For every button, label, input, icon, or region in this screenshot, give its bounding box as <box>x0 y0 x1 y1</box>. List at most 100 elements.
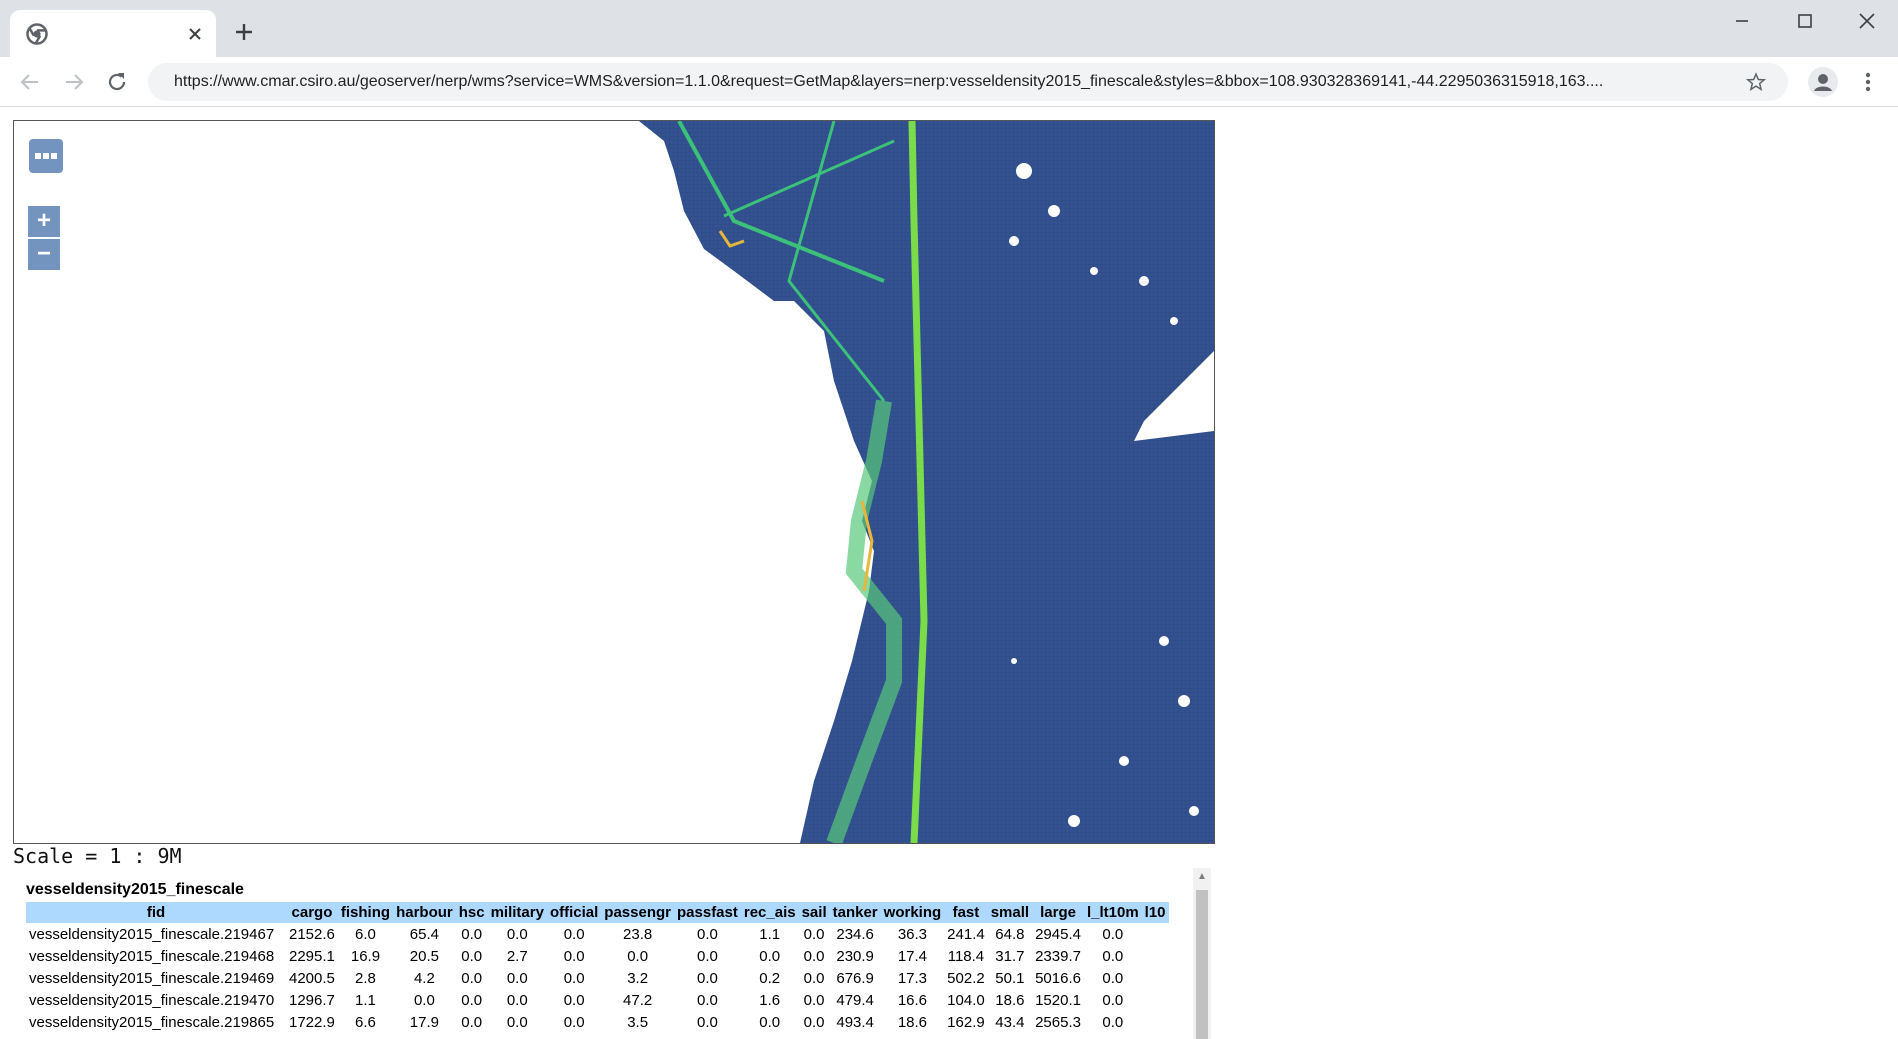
table-cell-l10 <box>1142 923 1169 945</box>
zoom-in-button[interactable]: + <box>28 206 60 237</box>
more-vertical-icon <box>1865 72 1871 92</box>
map-viewport[interactable]: + − <box>13 120 1215 844</box>
minimize-button[interactable] <box>1722 8 1762 34</box>
column-header-l10: l10 <box>1141 902 1169 923</box>
arrow-left-icon <box>20 74 38 90</box>
feature-table: fid cargo fishing harbour hsc military officia… <box>26 902 1169 1033</box>
table-cell-l-lt10m: 0.0 <box>1102 991 1124 1009</box>
table-cell-l10 <box>1142 1011 1169 1033</box>
table-cell-passengr: 47.2 <box>623 991 653 1009</box>
browser-menu-button[interactable] <box>1856 67 1880 97</box>
table-cell-rec-ais: 0.0 <box>759 947 781 965</box>
table-row: vesseldensity2015_finescale.219467 2152.6… <box>26 923 1169 945</box>
table-cell-working: 36.3 <box>897 925 928 943</box>
land-speckles <box>1009 163 1199 827</box>
table-cell-fishing: 1.1 <box>355 991 376 1009</box>
table-cell-sail: 0.0 <box>803 969 825 987</box>
bookmark-star-icon[interactable] <box>1746 72 1766 92</box>
table-cell-harbour: 20.5 <box>409 947 439 965</box>
table-cell-l-lt10m: 0.0 <box>1102 947 1124 965</box>
table-cell-passengr: 3.5 <box>627 1013 649 1031</box>
reload-icon <box>108 73 126 91</box>
results-scrollbar[interactable]: ▲ <box>1193 868 1211 1039</box>
column-header-military: military <box>487 902 547 923</box>
table-cell-harbour: 65.4 <box>409 925 439 943</box>
column-header-fast: fast <box>944 902 988 923</box>
browser-tab[interactable] <box>10 10 216 57</box>
table-cell-fast: 162.9 <box>947 1013 985 1031</box>
table-cell-passfast: 0.0 <box>697 947 718 965</box>
forward-button[interactable] <box>58 66 90 98</box>
table-cell-large: 5016.6 <box>1035 969 1081 987</box>
table-cell-rec-ais: 0.0 <box>759 1013 781 1031</box>
table-cell-large: 2945.4 <box>1035 925 1081 943</box>
table-cell-harbour: 4.2 <box>413 969 435 987</box>
table-cell-hsc: 0.0 <box>461 1013 483 1031</box>
table-cell-fast: 241.4 <box>947 925 985 943</box>
table-cell-small: 43.4 <box>995 1013 1025 1031</box>
table-cell-fishing: 6.6 <box>355 1013 376 1031</box>
table-cell-fast: 502.2 <box>947 969 985 987</box>
table-cell-passfast: 0.0 <box>697 969 718 987</box>
table-cell-hsc: 0.0 <box>461 947 483 965</box>
table-cell-official: 0.0 <box>563 1013 585 1031</box>
new-tab-button[interactable] <box>230 18 258 46</box>
table-cell-sail: 0.0 <box>803 1013 825 1031</box>
url-text[interactable]: https://www.cmar.csiro.au/geoserver/nerp… <box>174 73 1604 90</box>
zoom-control: + − <box>28 206 60 272</box>
maximize-button[interactable] <box>1785 8 1825 34</box>
table-cell-cargo: 1296.7 <box>289 991 335 1009</box>
table-cell-tanker: 676.9 <box>836 969 874 987</box>
column-header-sail: sail <box>798 902 830 923</box>
sea-area <box>639 121 1214 843</box>
table-cell-l10 <box>1142 967 1169 989</box>
table-cell-small: 18.6 <box>995 991 1025 1009</box>
table-cell-working: 17.3 <box>897 969 928 987</box>
table-cell-large: 1520.1 <box>1035 991 1081 1009</box>
table-cell-l-lt10m: 0.0 <box>1102 1013 1124 1031</box>
table-cell-sail: 0.0 <box>803 991 825 1009</box>
layer-switcher-button[interactable] <box>29 139 63 173</box>
close-window-button[interactable] <box>1847 8 1887 34</box>
table-cell-passfast: 0.0 <box>697 1013 718 1031</box>
table-cell-large: 2339.7 <box>1035 947 1081 965</box>
table-cell-sail: 0.0 <box>803 925 825 943</box>
vessel-density-map[interactable] <box>14 121 1214 843</box>
table-cell-passengr: 23.8 <box>623 925 653 943</box>
column-header-official: official <box>546 902 602 923</box>
profile-avatar[interactable] <box>1808 67 1838 97</box>
table-cell-official: 0.0 <box>563 947 585 965</box>
table-cell-passengr: 0.0 <box>627 947 649 965</box>
table-cell-small: 31.7 <box>995 947 1025 965</box>
table-cell-hsc: 0.0 <box>461 925 483 943</box>
close-tab-button[interactable] <box>183 22 207 46</box>
table-row: vesseldensity2015_finescale.219865 1722.9… <box>26 1011 1169 1033</box>
reload-button[interactable] <box>101 66 133 98</box>
table-cell-working: 17.4 <box>897 947 928 965</box>
table-cell-passengr: 3.2 <box>627 969 649 987</box>
scroll-up-arrow-icon[interactable]: ▲ <box>1197 871 1207 882</box>
table-cell-small: 64.8 <box>995 925 1025 943</box>
zoom-out-button[interactable]: − <box>28 239 60 270</box>
table-cell-tanker: 234.6 <box>836 925 874 943</box>
table-cell-l10 <box>1142 945 1169 967</box>
table-cell-tanker: 230.9 <box>836 947 874 965</box>
column-header-small: small <box>987 902 1033 923</box>
browser-toolbar: https://www.cmar.csiro.au/geoserver/nerp… <box>0 57 1898 107</box>
table-cell-military: 2.7 <box>506 947 528 965</box>
address-bar[interactable]: https://www.cmar.csiro.au/geoserver/nerp… <box>148 63 1788 101</box>
scroll-thumb[interactable] <box>1196 890 1208 1039</box>
table-cell-passfast: 0.0 <box>697 991 718 1009</box>
back-button[interactable] <box>14 66 46 98</box>
table-cell-fid: vesseldensity2015_finescale.219469 <box>29 969 275 987</box>
table-cell-rec-ais: 0.2 <box>759 969 781 987</box>
table-cell-fid: vesseldensity2015_finescale.219467 <box>29 925 275 943</box>
maximize-icon <box>1798 14 1812 28</box>
column-header-harbour: harbour <box>393 902 456 923</box>
table-cell-official: 0.0 <box>563 925 585 943</box>
column-header-passfast: passfast <box>674 902 741 923</box>
table-cell-rec-ais: 1.1 <box>759 925 781 943</box>
table-cell-sail: 0.0 <box>803 947 825 965</box>
table-cell-l-lt10m: 0.0 <box>1102 925 1124 943</box>
arrow-right-icon <box>66 74 84 90</box>
